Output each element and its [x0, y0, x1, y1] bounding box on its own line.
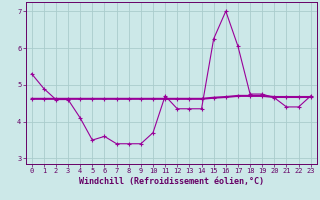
X-axis label: Windchill (Refroidissement éolien,°C): Windchill (Refroidissement éolien,°C): [79, 177, 264, 186]
